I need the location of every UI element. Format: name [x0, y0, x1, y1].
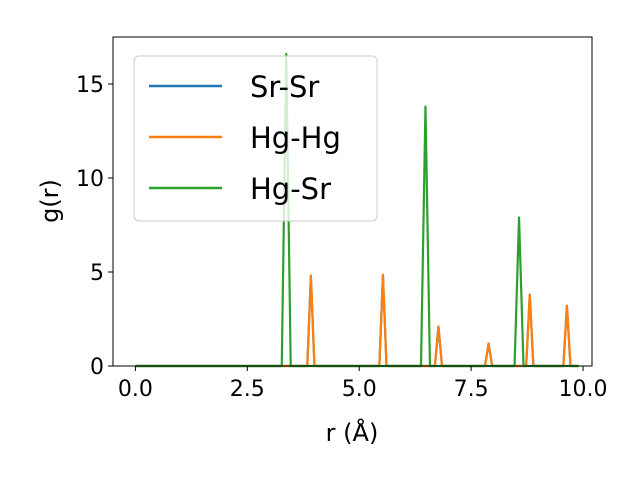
axes-frame — [112, 36, 593, 367]
y-tick-label: 15 — [76, 73, 104, 98]
series-line-hg-hg — [135, 273, 579, 368]
x-axis-label: r (Å) — [326, 418, 379, 447]
y-tick-label: 0 — [90, 355, 104, 380]
x-axis-ticks: 0.0 2.5 5.0 7.5 10.0 — [118, 366, 608, 402]
x-tick-label: 7.5 — [454, 377, 489, 402]
y-tick-label: 5 — [90, 261, 104, 286]
x-tick-label: 5.0 — [342, 377, 377, 402]
x-tick-label: 2.5 — [230, 377, 265, 402]
legend: Sr-Sr Hg-Hg Hg-Sr — [133, 55, 378, 222]
series-line-sr-sr — [135, 273, 579, 368]
y-tick-label: 10 — [76, 167, 104, 192]
legend-label-hg-sr: Hg-Sr — [250, 172, 331, 206]
x-tick-label: 10.0 — [559, 377, 608, 402]
legend-label-sr-sr: Sr-Sr — [250, 70, 319, 104]
legend-label-hg-hg: Hg-Hg — [250, 121, 341, 155]
legend-box — [133, 55, 378, 222]
y-axis-label: g(r) — [36, 179, 64, 223]
x-tick-label: 0.0 — [118, 377, 153, 402]
y-axis-ticks: 0 5 10 15 — [76, 73, 113, 380]
